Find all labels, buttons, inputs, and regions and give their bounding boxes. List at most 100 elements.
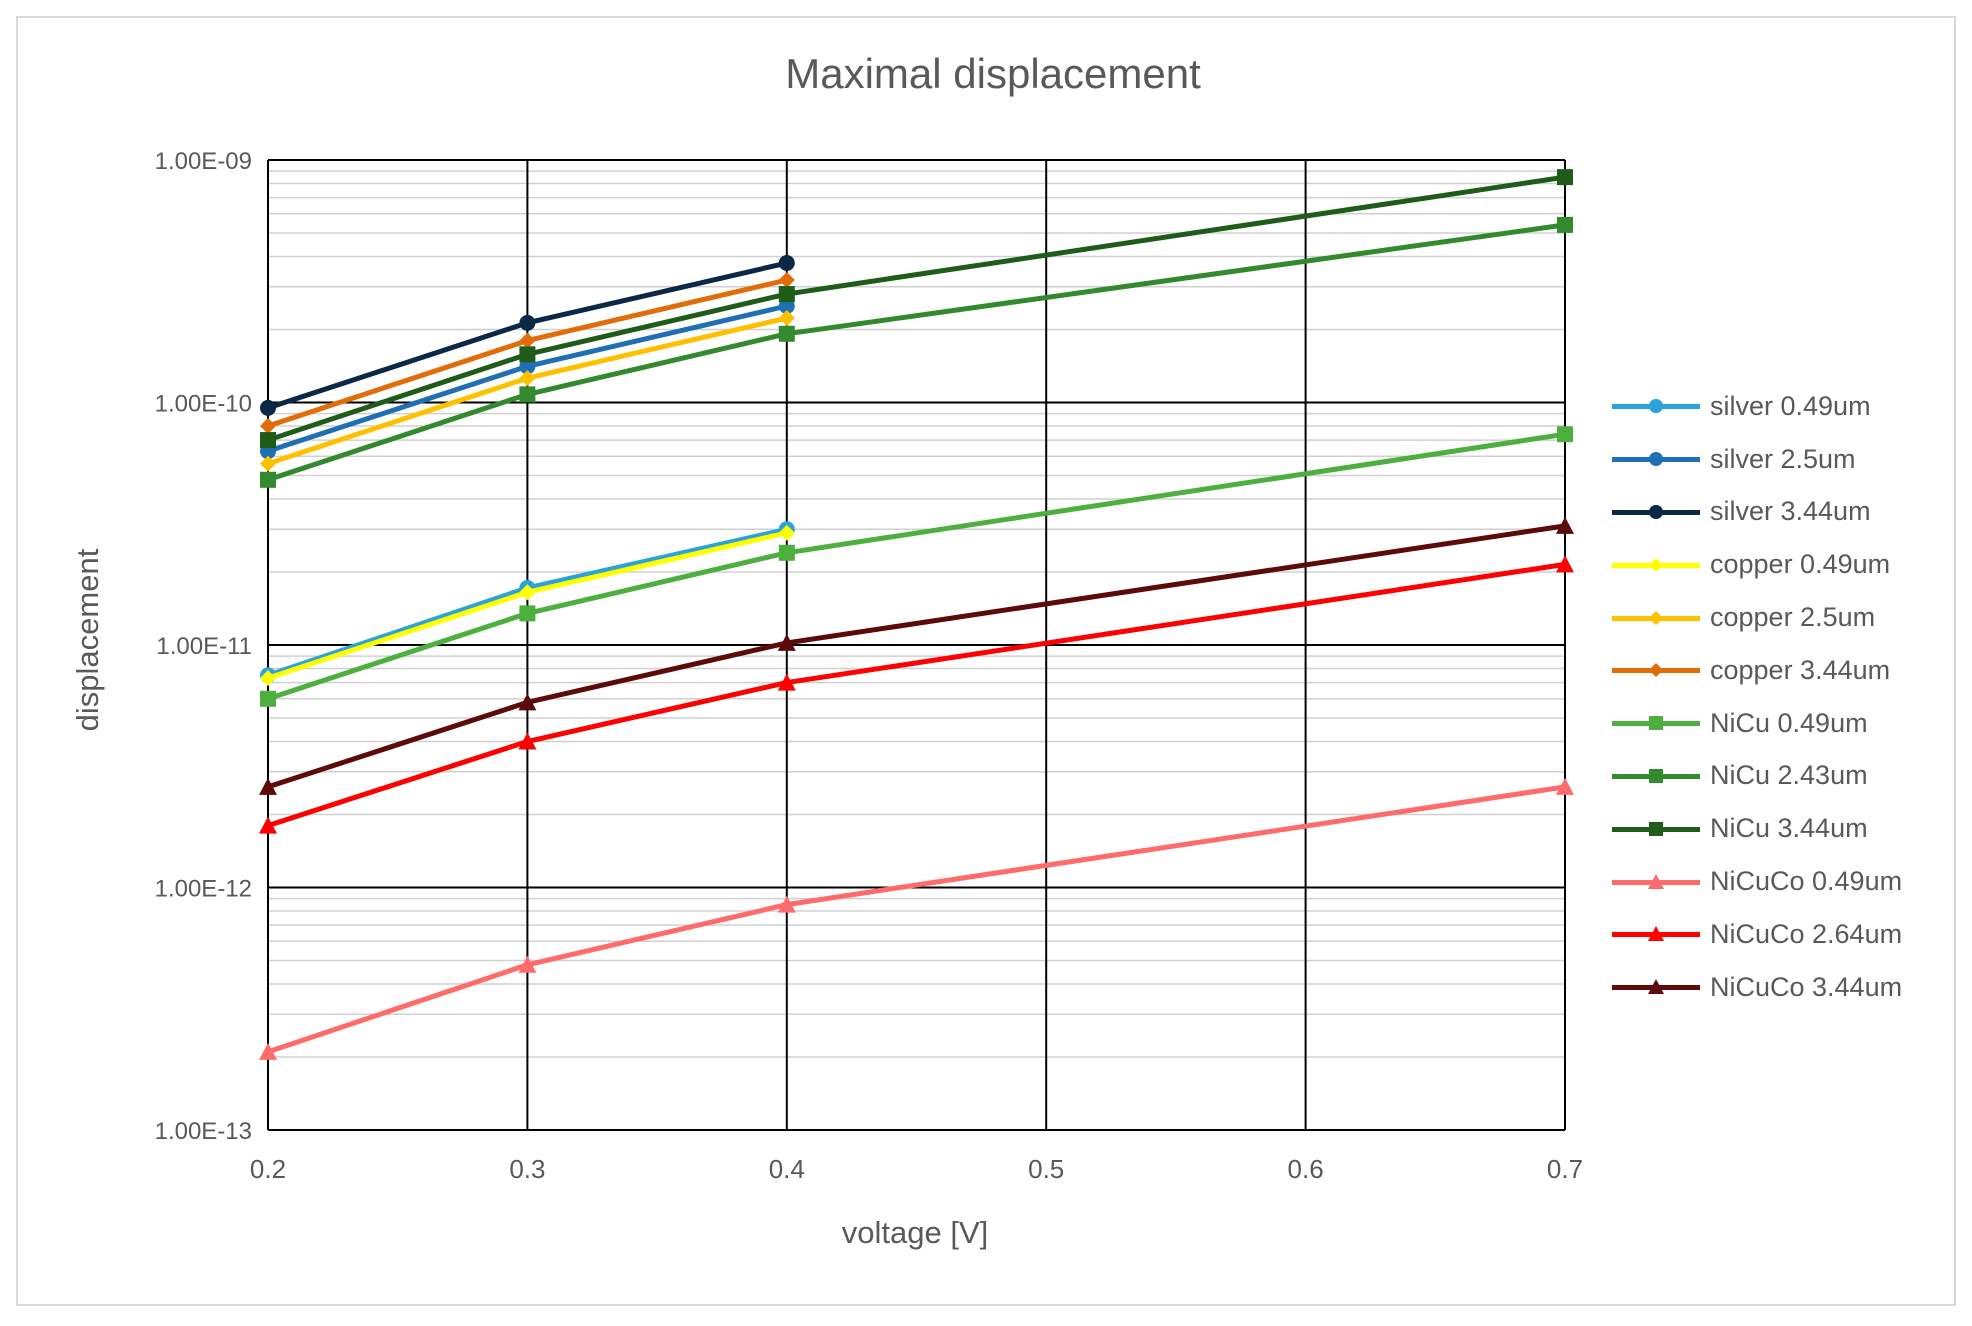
legend-swatch (1612, 497, 1700, 527)
y-tick-label: 1.00E-13 (155, 1118, 252, 1145)
legend-item: NiCuCo 0.49um (1612, 855, 1902, 908)
data-point (519, 370, 536, 387)
data-point (1557, 169, 1573, 186)
data-point (1556, 777, 1574, 795)
series-silver-3-44um (260, 255, 795, 416)
x-tick-label: 0.2 (250, 1154, 286, 1184)
legend-marker (1649, 663, 1663, 678)
data-point (778, 310, 795, 327)
legend-label: silver 3.44um (1710, 496, 1871, 527)
legend-item: NiCuCo 2.64um (1612, 908, 1902, 961)
x-tick-label: 0.6 (1288, 1154, 1324, 1184)
legend-swatch (1612, 761, 1700, 791)
series-nicu-3-44um (260, 169, 1573, 449)
legend-item: silver 3.44um (1612, 486, 1902, 539)
legend-swatch (1612, 919, 1700, 949)
data-point (518, 693, 537, 711)
legend-marker (1649, 452, 1663, 467)
data-point (1649, 768, 1663, 783)
data-point (1648, 926, 1664, 942)
series-nicuco-3-44um (259, 516, 1574, 795)
series-line (267, 523, 1566, 790)
series-nicu-0-49um (260, 426, 1573, 707)
legend-item: NiCu 0.49um (1612, 697, 1902, 750)
legend-marker (1649, 768, 1663, 783)
legend-label: copper 3.44um (1710, 654, 1891, 685)
data-point (519, 314, 536, 331)
legend: silver 0.49um silver 2.5um silver 3.44um co… (1612, 380, 1902, 1014)
legend-item: copper 3.44um (1612, 644, 1902, 697)
legend-item: copper 2.5um (1612, 591, 1902, 644)
data-point (778, 325, 795, 342)
legend-item: copper 0.49um (1612, 538, 1902, 591)
legend-label: copper 0.49um (1710, 549, 1891, 580)
data-point (1648, 979, 1664, 995)
legend-marker (1648, 873, 1664, 889)
data-point (778, 544, 795, 561)
data-point (259, 816, 277, 834)
legend-marker (1648, 979, 1664, 995)
data-point (260, 670, 276, 687)
data-point (1649, 504, 1663, 519)
data-point (778, 524, 795, 541)
legend-swatch (1612, 655, 1700, 685)
data-point (260, 471, 276, 488)
legend-label: copper 2.5um (1710, 602, 1876, 633)
series-nicuco-2-64um (259, 555, 1574, 834)
data-point (1648, 873, 1664, 889)
legend-swatch (1612, 603, 1700, 633)
legend-label: NiCuCo 3.44um (1710, 971, 1903, 1002)
legend-marker (1649, 821, 1663, 836)
data-point (1649, 399, 1663, 414)
data-point (1649, 610, 1663, 625)
x-tick-labels: 0.2 0.3 0.4 0.5 0.6 0.7 (250, 1154, 1583, 1184)
data-point (1557, 216, 1573, 233)
legend-marker (1649, 557, 1663, 572)
legend-item: NiCuCo 3.44um (1612, 961, 1902, 1014)
data-point (260, 690, 276, 707)
series-copper-0-49um (260, 524, 795, 687)
legend-swatch (1612, 972, 1700, 1002)
y-tick-labels: 1.00E-09 1.00E-10 1.00E-11 1.00E-12 1.00E-13 (155, 148, 252, 1145)
legend-swatch (1612, 444, 1700, 474)
x-tick-label: 0.7 (1547, 1154, 1583, 1184)
series-copper-3-44um (260, 272, 795, 435)
data-point (519, 584, 536, 601)
series-line (267, 784, 1566, 1055)
legend-label: NiCu 3.44um (1710, 813, 1868, 844)
series-line (267, 222, 1566, 483)
data-point (778, 255, 795, 272)
data-point (778, 286, 795, 303)
data-point (1649, 821, 1663, 836)
data-point (777, 673, 796, 691)
legend-swatch (1612, 814, 1700, 844)
legend-marker (1649, 504, 1663, 519)
series-line (267, 431, 1566, 702)
data-point (777, 633, 796, 651)
data-point (1556, 555, 1574, 573)
series-line (267, 561, 1566, 828)
data-point (519, 346, 536, 363)
data-point (1556, 516, 1574, 534)
data-point (1649, 663, 1663, 678)
legend-label: silver 2.5um (1710, 443, 1856, 474)
data-point (260, 418, 276, 435)
legend-label: NiCuCo 2.64um (1710, 918, 1903, 949)
data-point (1649, 557, 1663, 572)
data-point (518, 955, 537, 973)
legend-item: NiCu 3.44um (1612, 802, 1902, 855)
legend-swatch (1612, 550, 1700, 580)
legend-marker (1649, 399, 1663, 414)
legend-item: silver 2.5um (1612, 433, 1902, 486)
chart-frame (16, 16, 1956, 1306)
legend-marker (1648, 926, 1664, 942)
series-group (259, 169, 1574, 1060)
data-point (778, 272, 795, 289)
legend-marker (1649, 716, 1663, 731)
data-point (260, 432, 276, 449)
x-tick-label: 0.4 (769, 1154, 805, 1184)
data-point (259, 777, 277, 795)
data-point (518, 732, 537, 750)
data-point (519, 605, 536, 622)
y-tick-label: 1.00E-09 (155, 148, 252, 175)
